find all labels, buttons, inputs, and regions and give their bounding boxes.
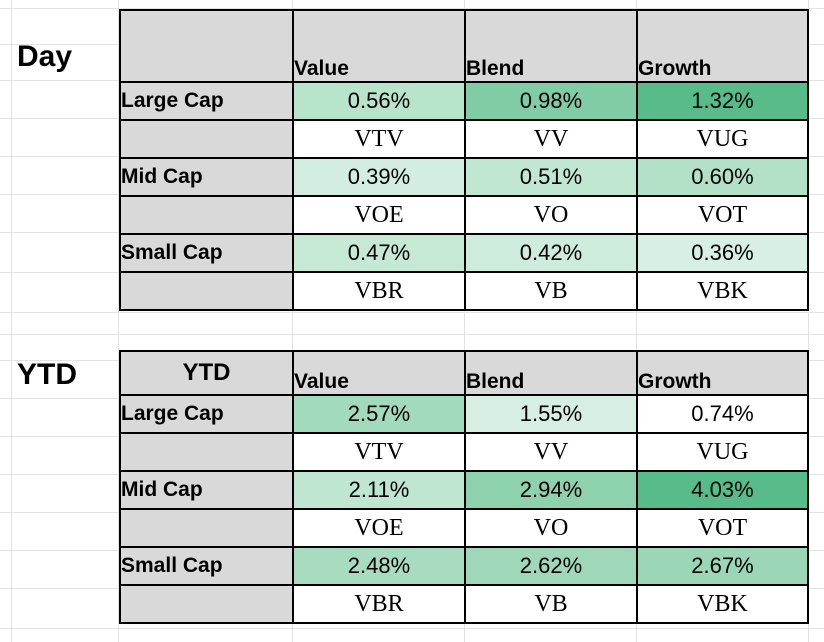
ticker-cell[interactable]: VBK xyxy=(636,271,809,311)
row-label-spacer[interactable] xyxy=(119,195,294,235)
ticker-cell[interactable]: VO xyxy=(464,195,638,235)
return-cell[interactable]: 2.67% xyxy=(636,546,809,586)
grid-line xyxy=(11,0,12,642)
grid-line xyxy=(808,0,809,642)
return-cell[interactable]: 2.94% xyxy=(464,470,638,510)
ticker-cell[interactable]: VTV xyxy=(292,432,466,472)
ytd-section-label[interactable]: YTD xyxy=(17,358,77,391)
return-cell[interactable]: 0.60% xyxy=(636,157,809,197)
return-cell[interactable]: 4.03% xyxy=(636,470,809,510)
header-growth[interactable]: Growth xyxy=(636,350,809,396)
day-performance-table: Value Blend Growth Large Cap 0.56% 0.98%… xyxy=(119,9,809,311)
grid-line xyxy=(0,334,824,335)
return-cell[interactable]: 2.62% xyxy=(464,546,638,586)
table-header-row: Value Blend Growth xyxy=(119,9,809,83)
return-cell[interactable]: 0.42% xyxy=(464,233,638,273)
corner-cell[interactable] xyxy=(119,9,294,83)
grid-line xyxy=(118,0,119,642)
ticker-cell[interactable]: VB xyxy=(464,271,638,311)
row-label-spacer[interactable] xyxy=(119,119,294,159)
ticker-cell[interactable]: VUG xyxy=(636,432,809,472)
grid-line xyxy=(0,312,824,313)
ticker-cell[interactable]: VUG xyxy=(636,119,809,159)
grid-line xyxy=(464,0,465,642)
ticker-cell[interactable]: VOE xyxy=(292,508,466,548)
grid-line xyxy=(0,628,824,629)
ticker-cell[interactable]: VOT xyxy=(636,195,809,235)
row-label-small-cap[interactable]: Small Cap xyxy=(119,233,294,273)
ticker-cell[interactable]: VOT xyxy=(636,508,809,548)
row-label-spacer[interactable] xyxy=(119,271,294,311)
row-label-mid-cap[interactable]: Mid Cap xyxy=(119,470,294,510)
header-value[interactable]: Value xyxy=(292,350,466,396)
return-cell[interactable]: 0.36% xyxy=(636,233,809,273)
return-cell[interactable]: 0.51% xyxy=(464,157,638,197)
table-row: Mid Cap 2.11% 2.94% 4.03% xyxy=(119,470,809,510)
return-cell[interactable]: 2.11% xyxy=(292,470,466,510)
ticker-cell[interactable]: VV xyxy=(464,432,638,472)
row-label-spacer[interactable] xyxy=(119,508,294,548)
return-cell[interactable]: 0.74% xyxy=(636,394,809,434)
table-row: Small Cap 2.48% 2.62% 2.67% xyxy=(119,546,809,586)
row-label-large-cap[interactable]: Large Cap xyxy=(119,394,294,434)
ticker-cell[interactable]: VV xyxy=(464,119,638,159)
ticker-cell[interactable]: VB xyxy=(464,584,638,624)
return-cell[interactable]: 0.47% xyxy=(292,233,466,273)
return-cell[interactable]: 1.55% xyxy=(464,394,638,434)
table-row: Mid Cap 0.39% 0.51% 0.60% xyxy=(119,157,809,197)
ticker-cell[interactable]: VBR xyxy=(292,584,466,624)
row-label-small-cap[interactable]: Small Cap xyxy=(119,546,294,586)
ticker-cell[interactable]: VO xyxy=(464,508,638,548)
table-row: VBR VB VBK xyxy=(119,584,809,624)
return-cell[interactable]: 2.48% xyxy=(292,546,466,586)
return-cell[interactable]: 0.39% xyxy=(292,157,466,197)
row-label-large-cap[interactable]: Large Cap xyxy=(119,81,294,121)
table-row: Small Cap 0.47% 0.42% 0.36% xyxy=(119,233,809,273)
row-label-mid-cap[interactable]: Mid Cap xyxy=(119,157,294,197)
return-cell[interactable]: 1.32% xyxy=(636,81,809,121)
table-row: Large Cap 0.56% 0.98% 1.32% xyxy=(119,81,809,121)
header-value[interactable]: Value xyxy=(292,9,466,83)
return-cell[interactable]: 0.98% xyxy=(464,81,638,121)
ticker-cell[interactable]: VOE xyxy=(292,195,466,235)
table-row: VOE VO VOT xyxy=(119,508,809,548)
grid-line xyxy=(292,0,293,642)
table-row: Large Cap 2.57% 1.55% 0.74% xyxy=(119,394,809,434)
corner-cell[interactable]: YTD xyxy=(119,350,294,396)
row-label-spacer[interactable] xyxy=(119,584,294,624)
table-row: VTV VV VUG xyxy=(119,119,809,159)
return-cell[interactable]: 2.57% xyxy=(292,394,466,434)
table-row: VBR VB VBK xyxy=(119,271,809,311)
ytd-performance-table: YTD Value Blend Growth Large Cap 2.57% 1… xyxy=(119,350,809,624)
grid-line xyxy=(636,0,637,642)
row-label-spacer[interactable] xyxy=(119,432,294,472)
table-header-row: YTD Value Blend Growth xyxy=(119,350,809,396)
header-blend[interactable]: Blend xyxy=(464,350,638,396)
grid-line xyxy=(0,8,824,9)
header-growth[interactable]: Growth xyxy=(636,9,809,83)
header-blend[interactable]: Blend xyxy=(464,9,638,83)
table-row: VTV VV VUG xyxy=(119,432,809,472)
ticker-cell[interactable]: VBR xyxy=(292,271,466,311)
ticker-cell[interactable]: VBK xyxy=(636,584,809,624)
ticker-cell[interactable]: VTV xyxy=(292,119,466,159)
day-section-label[interactable]: Day xyxy=(17,40,73,73)
return-cell[interactable]: 0.56% xyxy=(292,81,466,121)
table-row: VOE VO VOT xyxy=(119,195,809,235)
